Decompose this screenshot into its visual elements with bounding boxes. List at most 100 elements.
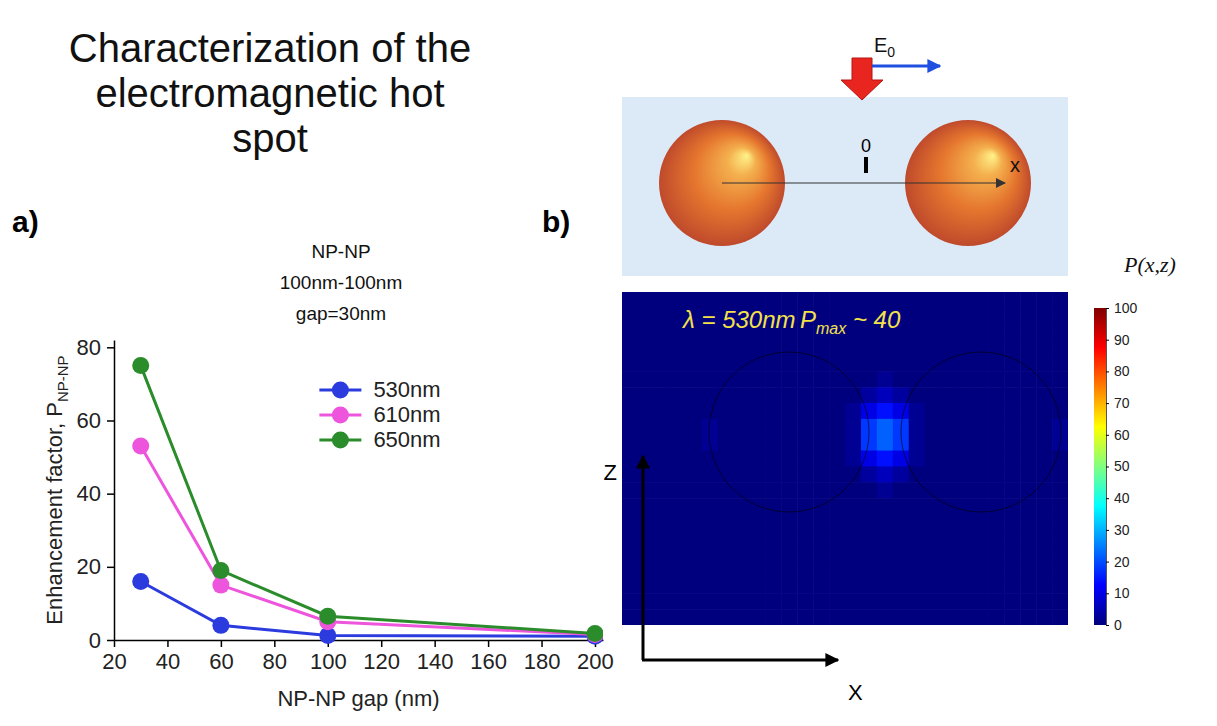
x-tick-mark — [488, 640, 490, 647]
incidence-arrow — [841, 58, 883, 100]
heatmap-cell — [861, 514, 878, 530]
heatmap-cell — [765, 355, 782, 371]
heatmap-cell — [734, 514, 751, 530]
heatmap-cell — [972, 371, 989, 387]
heatmap-cell — [941, 514, 958, 530]
heatmap-cell — [829, 292, 846, 308]
heatmap-cell — [1036, 435, 1053, 451]
colorbar-tick: 10 — [1106, 585, 1130, 601]
heatmap-cell — [718, 451, 735, 467]
particle-outline — [709, 352, 869, 512]
heatmap-cell — [972, 308, 989, 324]
heatmap-cell — [972, 292, 989, 308]
heatmap-cell — [654, 387, 671, 403]
heatmap-cell — [702, 514, 719, 530]
heatmap-cell — [702, 593, 719, 609]
heatmap-cell — [829, 562, 846, 578]
heatmap-cell — [829, 466, 846, 482]
x-arrow-label: X — [848, 680, 863, 705]
heatmap-cell — [670, 546, 687, 562]
heatmap-cell — [654, 371, 671, 387]
heatmap-cell — [1036, 514, 1053, 530]
heatmap-cell — [686, 514, 703, 530]
heatmap-cell — [702, 577, 719, 593]
heatmap-cell — [797, 498, 814, 514]
heatmap-cell — [957, 546, 974, 562]
heatmap-cell — [797, 530, 814, 546]
colorbar-tick-label: 50 — [1114, 458, 1130, 474]
heatmap-cell — [909, 562, 926, 578]
heatmap-cell — [957, 435, 974, 451]
heatmap-cell — [988, 355, 1005, 371]
chart-title: 100nm-100nm — [280, 272, 403, 293]
heatmap-cell — [861, 403, 878, 419]
heatmap-cell — [909, 292, 926, 308]
x-tick-label: 120 — [363, 649, 400, 674]
heatmap-cell — [749, 403, 766, 419]
heatmap-cell — [1052, 371, 1068, 387]
heatmap-cell — [972, 530, 989, 546]
heatmap-cell — [749, 371, 766, 387]
heatmap-cell — [909, 324, 926, 340]
heatmap-cell — [972, 514, 989, 530]
heatmap-annotation: λ = 530nm — [681, 306, 796, 333]
heatmap-cell — [1020, 577, 1037, 593]
heatmap-cell — [670, 514, 687, 530]
heatmap-cell — [893, 403, 910, 419]
heatmap-cell — [718, 609, 735, 625]
heatmap-cell — [829, 593, 846, 609]
header-title: Characterization of theelectromagnetic h… — [69, 26, 471, 160]
heatmap-cell — [1036, 451, 1053, 467]
heatmap-cell — [1020, 451, 1037, 467]
legend-marker — [332, 382, 349, 399]
y-tick-mark — [107, 640, 114, 642]
heatmap-cell — [1020, 340, 1037, 356]
heatmap-cell — [988, 387, 1005, 403]
heatmap-cell — [797, 371, 814, 387]
x-tick: 180 — [524, 640, 561, 674]
legend-marker — [332, 432, 349, 449]
x-tick-mark — [167, 640, 169, 647]
heatmap-cell — [1036, 593, 1053, 609]
heatmap-cell — [909, 546, 926, 562]
heatmap-cell — [622, 340, 639, 356]
heatmap-cell — [925, 340, 942, 356]
diagram-axis — [722, 183, 1005, 184]
heatmap-cell — [686, 562, 703, 578]
heatmap-cell — [1036, 403, 1053, 419]
heatmap-cell — [957, 466, 974, 482]
heatmap-cell — [749, 562, 766, 578]
heatmap-cell — [670, 609, 687, 625]
heatmap-cell — [893, 514, 910, 530]
heatmap-cell — [941, 451, 958, 467]
heatmap-cell — [845, 498, 862, 514]
colorbar-tick: 0 — [1106, 617, 1122, 633]
heatmap-cell — [988, 577, 1005, 593]
heatmap-cell — [845, 562, 862, 578]
heatmap-cell — [1020, 419, 1037, 435]
heatmap-cell — [702, 530, 719, 546]
heatmap-cell — [749, 340, 766, 356]
heatmap-cell — [702, 466, 719, 482]
heatmap-cell — [941, 340, 958, 356]
heatmap-cell — [988, 562, 1005, 578]
diagram-axis-label: x — [1010, 154, 1020, 176]
heatmap-cell — [988, 292, 1005, 308]
colorbar-tick-mark — [1106, 467, 1109, 468]
x-tick-label: 180 — [524, 649, 561, 674]
heatmap-cell — [988, 403, 1005, 419]
heatmap-cell — [925, 530, 942, 546]
heatmap-cell — [1004, 562, 1021, 578]
x-tick-mark — [381, 640, 383, 647]
heatmap-cell — [1052, 577, 1068, 593]
heatmap-cell — [972, 435, 989, 451]
heatmap-cell — [734, 593, 751, 609]
heatmap-cell — [988, 466, 1005, 482]
heatmap-cell — [925, 498, 942, 514]
heatmap-cell — [925, 546, 942, 562]
heatmap-cell — [1004, 498, 1021, 514]
heatmap-cell — [941, 387, 958, 403]
heatmap-cell — [909, 577, 926, 593]
heatmap-cell — [1004, 308, 1021, 324]
heatmap-cell — [813, 451, 830, 467]
